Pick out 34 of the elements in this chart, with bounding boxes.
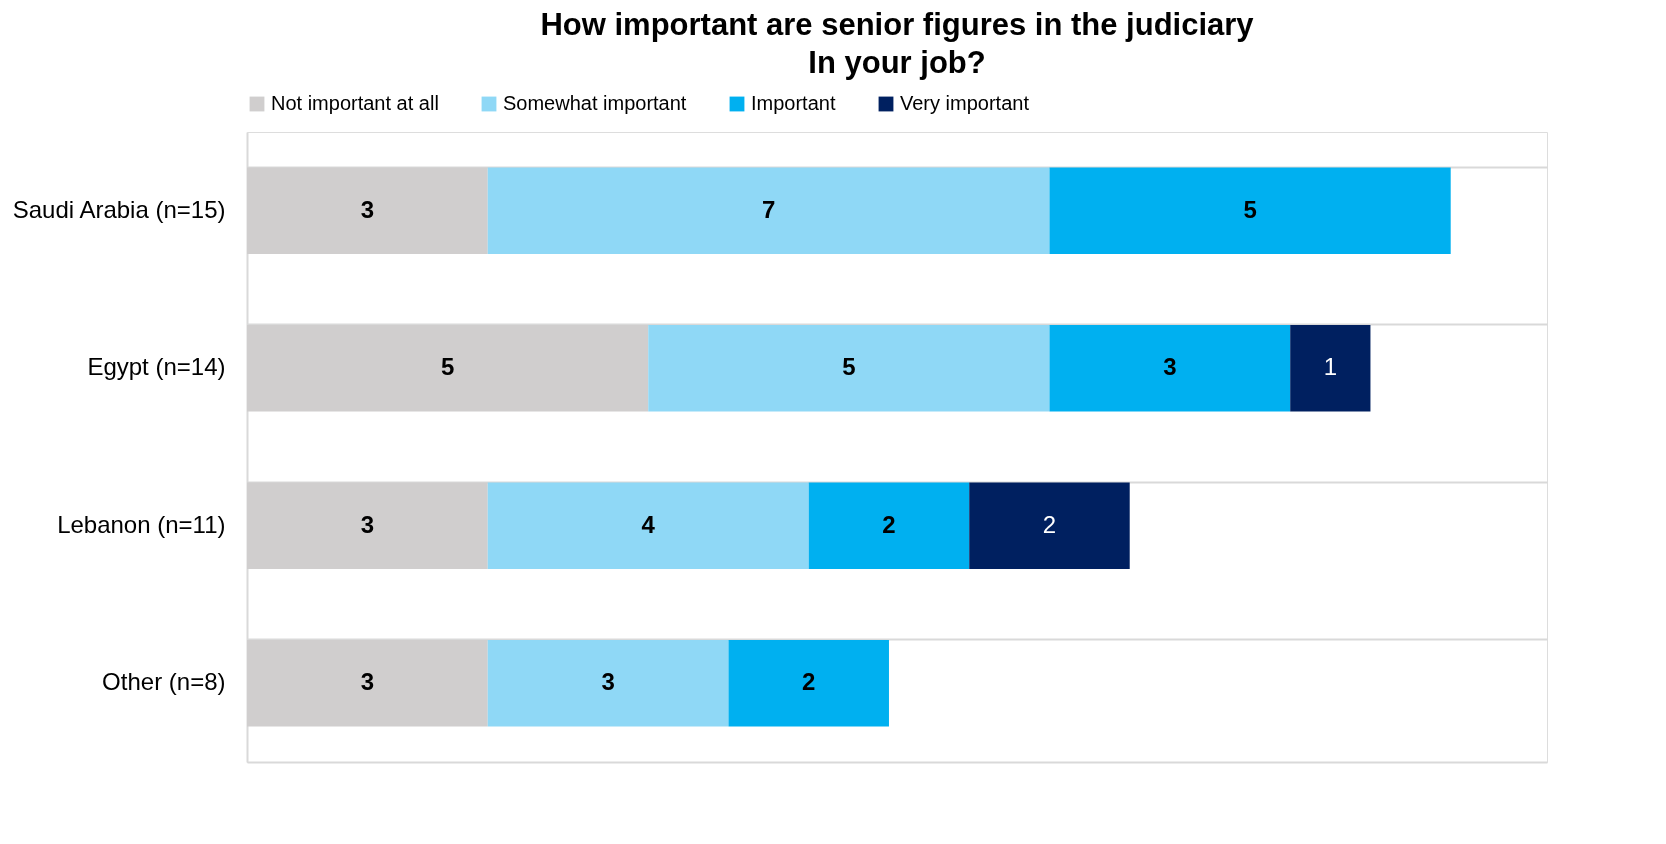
data-label: 5	[1243, 195, 1257, 223]
bar	[487, 482, 809, 570]
bar	[648, 324, 1050, 412]
bar	[1049, 167, 1451, 255]
data-label: 2	[802, 668, 816, 696]
bar	[808, 482, 970, 570]
legend-label: Very important	[900, 92, 1030, 114]
data-label: 3	[360, 195, 375, 223]
y-tick-label: Egypt (n=14)	[87, 353, 226, 381]
data-label: 7	[761, 195, 776, 223]
data-label: 4	[641, 510, 656, 538]
chart-subtitle: In your job?	[808, 45, 986, 80]
y-tick-label: Saudi Arabia (n=15)	[12, 195, 226, 223]
data-label: 2	[882, 510, 896, 538]
bar	[728, 639, 889, 727]
bar	[487, 167, 1050, 255]
bar	[1290, 324, 1371, 412]
data-label: 5	[842, 353, 856, 381]
bar	[1049, 324, 1291, 412]
data-label: 3	[601, 668, 615, 696]
data-label: 2	[1042, 510, 1057, 538]
data-label: 5	[440, 353, 455, 381]
data-label: 3	[360, 668, 375, 696]
chart-title: How important are senior figures in the judiciary	[540, 7, 1255, 42]
legend-label: Not important at all	[271, 92, 439, 114]
bar	[969, 482, 1130, 570]
legend-label: Somewhat important	[503, 92, 687, 114]
legend-label: Important	[751, 92, 836, 114]
data-label: 3	[1163, 353, 1177, 381]
data-label: 1	[1323, 353, 1338, 381]
bar	[487, 639, 729, 727]
y-tick-label: Other (n=8)	[102, 668, 226, 696]
data-label: 3	[360, 510, 375, 538]
y-tick-label: Lebanon (n=11)	[57, 510, 226, 538]
